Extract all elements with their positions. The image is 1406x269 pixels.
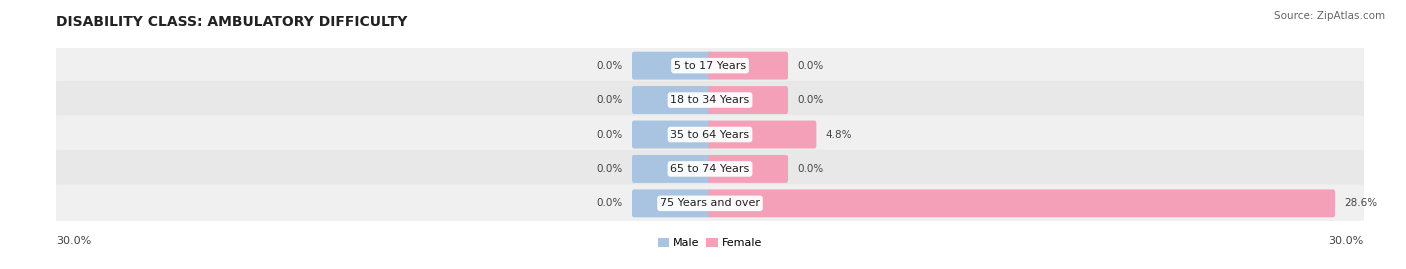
FancyBboxPatch shape <box>633 52 711 80</box>
Text: 0.0%: 0.0% <box>797 95 824 105</box>
Text: DISABILITY CLASS: AMBULATORY DIFFICULTY: DISABILITY CLASS: AMBULATORY DIFFICULTY <box>56 16 408 30</box>
Text: 0.0%: 0.0% <box>797 61 824 71</box>
Text: 28.6%: 28.6% <box>1344 198 1378 208</box>
Text: 35 to 64 Years: 35 to 64 Years <box>671 129 749 140</box>
Text: 18 to 34 Years: 18 to 34 Years <box>671 95 749 105</box>
FancyBboxPatch shape <box>709 189 1336 217</box>
Legend: Male, Female: Male, Female <box>654 233 766 253</box>
FancyBboxPatch shape <box>709 52 787 80</box>
FancyBboxPatch shape <box>633 121 711 148</box>
FancyBboxPatch shape <box>55 81 1365 119</box>
Text: 0.0%: 0.0% <box>596 164 623 174</box>
FancyBboxPatch shape <box>55 115 1365 154</box>
Text: 5 to 17 Years: 5 to 17 Years <box>673 61 747 71</box>
FancyBboxPatch shape <box>55 150 1365 188</box>
Text: 0.0%: 0.0% <box>797 164 824 174</box>
Text: 65 to 74 Years: 65 to 74 Years <box>671 164 749 174</box>
Text: 4.8%: 4.8% <box>825 129 852 140</box>
FancyBboxPatch shape <box>709 121 817 148</box>
FancyBboxPatch shape <box>633 155 711 183</box>
Text: 0.0%: 0.0% <box>596 61 623 71</box>
FancyBboxPatch shape <box>633 189 711 217</box>
FancyBboxPatch shape <box>55 184 1365 222</box>
Text: 0.0%: 0.0% <box>596 129 623 140</box>
Text: 0.0%: 0.0% <box>596 198 623 208</box>
FancyBboxPatch shape <box>709 155 787 183</box>
FancyBboxPatch shape <box>55 47 1365 85</box>
Text: 30.0%: 30.0% <box>56 236 91 246</box>
FancyBboxPatch shape <box>633 86 711 114</box>
Text: 0.0%: 0.0% <box>596 95 623 105</box>
Text: 30.0%: 30.0% <box>1329 236 1364 246</box>
Text: 75 Years and over: 75 Years and over <box>659 198 761 208</box>
Text: Source: ZipAtlas.com: Source: ZipAtlas.com <box>1274 11 1385 21</box>
FancyBboxPatch shape <box>709 86 787 114</box>
